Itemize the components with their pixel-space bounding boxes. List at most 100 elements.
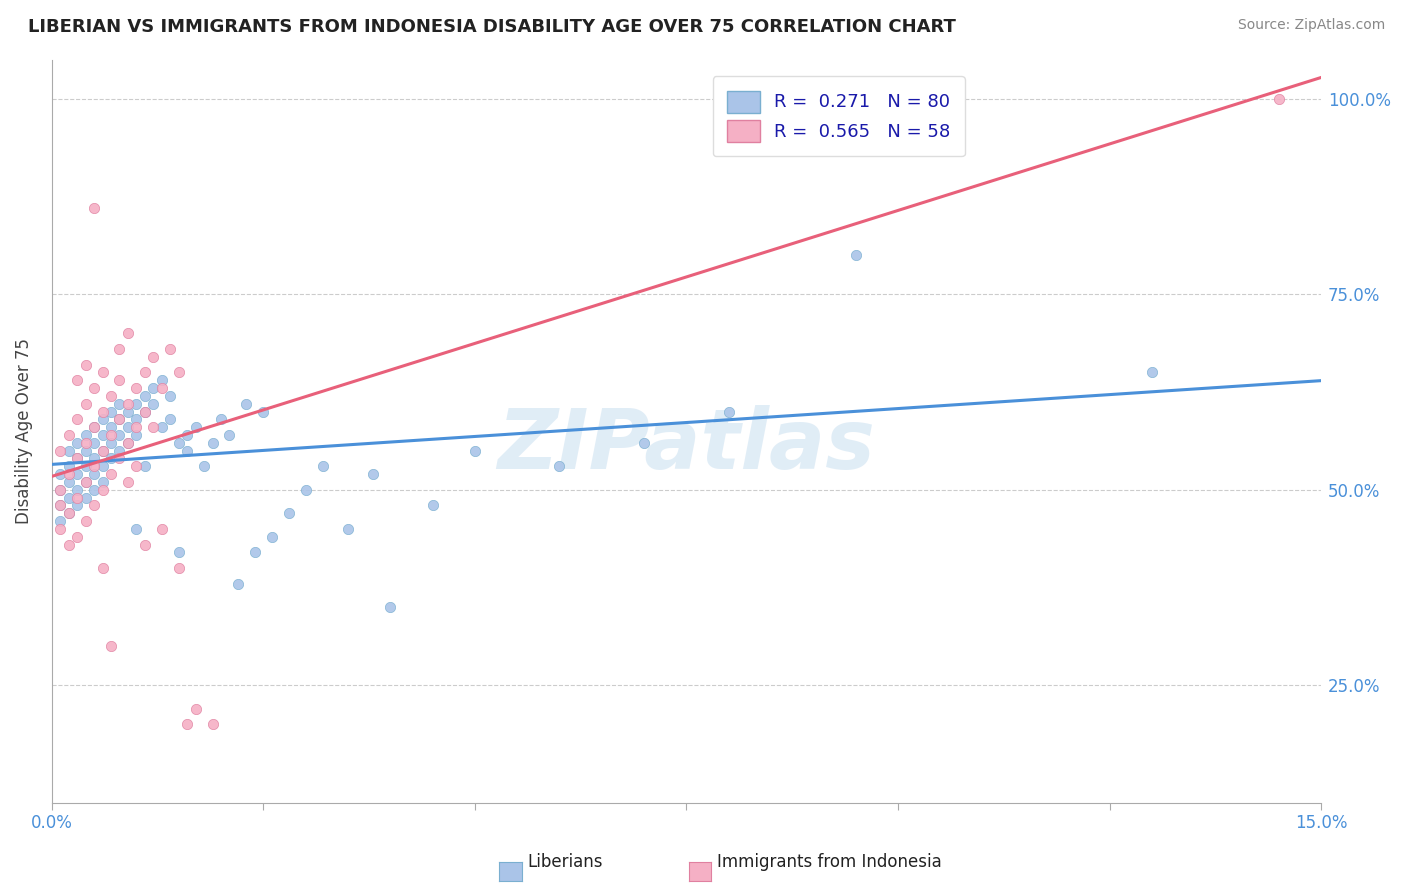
Point [150,381,173,395]
Point [100,451,122,466]
Point [184,420,207,434]
Point [150,522,173,536]
Point [117,326,139,341]
Point [167,545,190,559]
Point [83,467,105,482]
Point [83,435,105,450]
Point [58,459,80,474]
Point [75,475,97,489]
Point [49,483,72,497]
Point [58,537,80,551]
Point [167,561,190,575]
Point [83,451,105,466]
Point [91,443,114,458]
Point [83,459,105,474]
Point [150,373,173,387]
Point [125,428,148,442]
Point [218,428,240,442]
Text: ZIPatlas: ZIPatlas [498,406,876,486]
Point [75,397,97,411]
Text: Immigrants from Indonesia: Immigrants from Indonesia [717,854,942,871]
Point [66,451,89,466]
Point [117,435,139,450]
Point [125,412,148,426]
Point [311,459,333,474]
Point [75,475,97,489]
Point [66,451,89,466]
Point [83,420,105,434]
Point [336,522,359,536]
Point [150,420,173,434]
Text: Liberians: Liberians [527,854,603,871]
Point [83,499,105,513]
Point [66,491,89,505]
Point [75,459,97,474]
Point [167,366,190,380]
Point [91,404,114,418]
Point [548,459,571,474]
Legend: R =  0.271   N = 80, R =  0.565   N = 58: R = 0.271 N = 80, R = 0.565 N = 58 [713,76,965,156]
Point [176,428,198,442]
Point [134,404,156,418]
Point [100,420,122,434]
Point [717,404,740,418]
Point [49,522,72,536]
Point [58,506,80,520]
Point [49,467,72,482]
Point [380,600,402,615]
Point [142,420,165,434]
Point [464,443,486,458]
Point [108,397,131,411]
Point [134,404,156,418]
Point [134,366,156,380]
Point [66,499,89,513]
Point [100,467,122,482]
Point [100,389,122,403]
Point [201,717,224,731]
Point [100,435,122,450]
Point [91,412,114,426]
Point [235,397,257,411]
Point [58,491,80,505]
Point [633,435,655,450]
Point [159,342,181,356]
Point [58,428,80,442]
Point [75,435,97,450]
Point [49,499,72,513]
Point [49,499,72,513]
Point [108,373,131,387]
Point [125,459,148,474]
Point [125,381,148,395]
Point [277,506,299,520]
Point [845,248,868,262]
Point [134,459,156,474]
Point [252,404,274,418]
Point [75,443,97,458]
Point [100,639,122,653]
Point [66,467,89,482]
Point [58,467,80,482]
Point [159,412,181,426]
Point [66,530,89,544]
Point [1140,366,1163,380]
Point [117,397,139,411]
Point [100,404,122,418]
Point [91,366,114,380]
Point [75,428,97,442]
Point [58,443,80,458]
Point [91,475,114,489]
Point [167,435,190,450]
Point [125,420,148,434]
Point [91,459,114,474]
Point [49,514,72,528]
Point [108,451,131,466]
Point [100,428,122,442]
Text: Source: ZipAtlas.com: Source: ZipAtlas.com [1237,18,1385,32]
Point [83,420,105,434]
Point [49,443,72,458]
Point [83,381,105,395]
Point [134,537,156,551]
Point [176,443,198,458]
Point [294,483,316,497]
Point [66,435,89,450]
